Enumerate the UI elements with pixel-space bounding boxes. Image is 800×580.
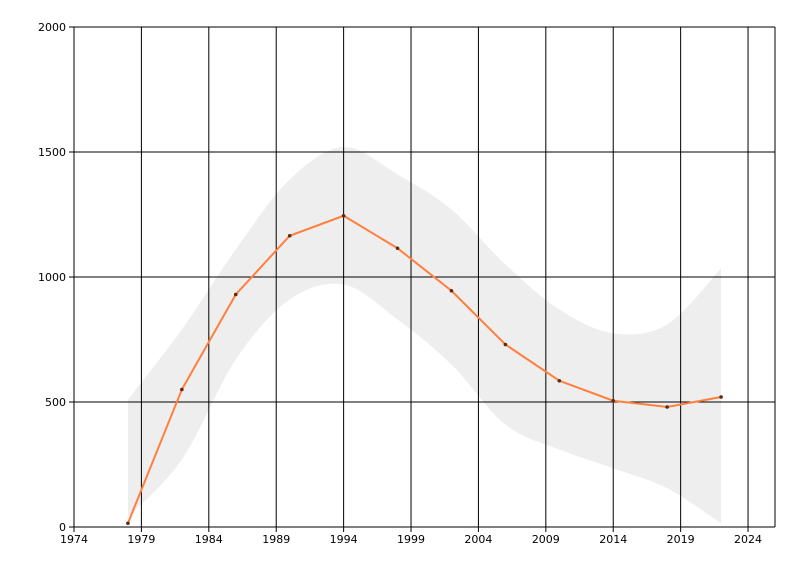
x-tick-label: 1984 xyxy=(195,533,223,546)
confidence-band xyxy=(127,146,722,524)
data-point xyxy=(449,288,454,293)
data-point xyxy=(287,233,292,238)
data-point xyxy=(557,378,562,383)
x-tick-label: 1989 xyxy=(262,533,290,546)
x-tick-label: 1999 xyxy=(397,533,425,546)
y-tick-label: 1000 xyxy=(38,271,66,284)
x-tick-label: 1974 xyxy=(60,533,88,546)
y-tick-label: 0 xyxy=(59,521,66,534)
data-point xyxy=(180,387,184,392)
series-line xyxy=(126,214,722,524)
data-point xyxy=(395,246,400,251)
y-tick-label: 2000 xyxy=(38,21,66,34)
data-point xyxy=(233,292,238,297)
data-point xyxy=(126,521,130,526)
data-point xyxy=(611,398,616,403)
x-tick-label: 2009 xyxy=(532,533,560,546)
y-tick-label: 500 xyxy=(45,396,66,409)
x-tick-label: 1979 xyxy=(127,533,155,546)
data-point xyxy=(503,342,508,347)
x-tick-label: 2019 xyxy=(667,533,695,546)
data-point xyxy=(665,405,669,409)
x-tick-label: 2014 xyxy=(599,533,627,546)
data-point xyxy=(341,213,346,218)
x-tick-label: 2004 xyxy=(464,533,492,546)
x-tick-label: 1994 xyxy=(330,533,358,546)
data-point xyxy=(719,395,723,399)
y-tick-label: 1500 xyxy=(38,146,66,159)
x-tick-label: 2024 xyxy=(734,533,762,546)
